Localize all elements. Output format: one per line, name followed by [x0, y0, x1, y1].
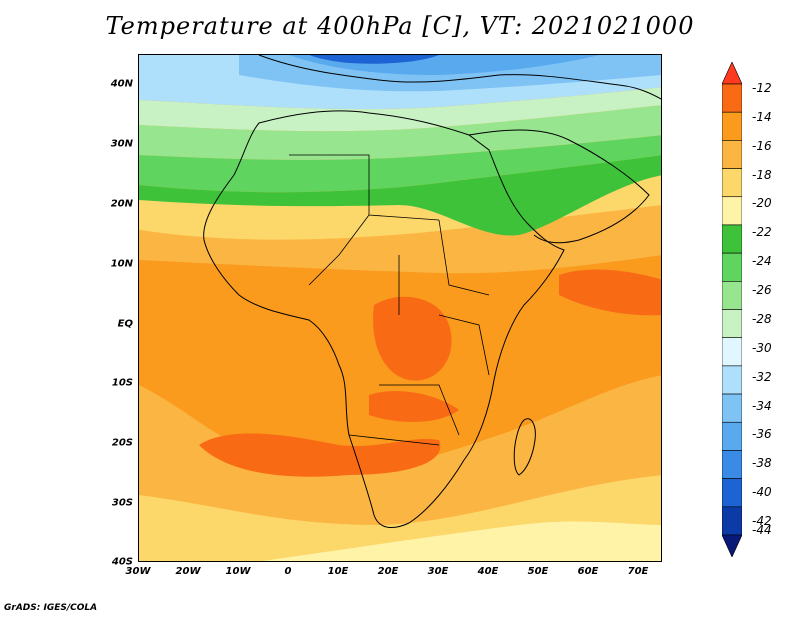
lon-label-40e: 40E — [477, 566, 499, 577]
field-band-green-24 — [139, 155, 661, 236]
country-borders — [289, 154, 490, 446]
lat-label-10n: 10N — [110, 258, 133, 270]
colorbar-label: -42 — [752, 514, 772, 528]
colorbar-box — [722, 83, 742, 113]
colorbar-label: -44 — [752, 523, 772, 537]
temperature-field-map — [139, 55, 661, 561]
colorbar-box — [722, 168, 742, 198]
colorbar-label: -18 — [752, 168, 772, 182]
colorbar-label: -20 — [752, 196, 772, 210]
colorbar-box — [722, 252, 742, 282]
colorbar-box — [722, 111, 742, 141]
colorbar-box — [722, 140, 742, 169]
lon-label-50e: 50E — [527, 566, 549, 577]
colorbar-box — [722, 309, 742, 338]
colorbar-box — [722, 393, 742, 423]
colorbar-label: -36 — [752, 427, 772, 441]
colorbar-label: -14 — [752, 110, 772, 124]
grads-credit: GrADS: IGES/COLA — [4, 603, 98, 613]
lat-label-30n: 30N — [110, 138, 133, 150]
colorbar-label: -16 — [752, 139, 772, 153]
colorbar-bottom-triangle — [722, 534, 742, 557]
colorbar-box — [722, 365, 742, 395]
lon-label-0: 0 — [284, 566, 292, 577]
lat-label-20n: 20N — [110, 198, 133, 210]
field-band-south-20 — [262, 521, 661, 561]
lon-label-20w: 20W — [175, 566, 201, 577]
field-hot-patch-3 — [369, 390, 459, 422]
field-band-blue-40 — [309, 55, 439, 64]
colorbar-top-triangle — [722, 62, 742, 85]
field-hot-patch-1 — [199, 433, 441, 477]
colorbar-label: -26 — [752, 283, 772, 297]
colorbar-box — [722, 506, 742, 536]
madagascar-coastline — [513, 418, 536, 476]
colorbar-label: -38 — [752, 456, 772, 470]
colorbar-label: -34 — [752, 399, 772, 413]
colorbar-label: -32 — [752, 370, 772, 384]
map-panel — [138, 54, 662, 562]
colorbar-label: -24 — [752, 254, 772, 268]
lon-label-70e: 70E — [627, 566, 649, 577]
lon-label-60e: 60E — [577, 566, 599, 577]
field-hot-patch-2 — [373, 296, 452, 381]
lat-label-40s: 40S — [111, 556, 133, 568]
colorbar-label: -28 — [752, 312, 772, 326]
lat-label-30s: 30S — [111, 497, 133, 509]
colorbar-box — [722, 224, 742, 254]
lat-label-eq: EQ — [117, 318, 133, 330]
colorbar — [722, 62, 742, 557]
arabia-coastline — [468, 129, 650, 244]
lon-label-10w: 10W — [225, 566, 251, 577]
colorbar-label: -22 — [752, 225, 772, 239]
colorbar-box — [722, 196, 742, 226]
field-band-green-26 — [139, 135, 661, 193]
lon-label-20e: 20E — [377, 566, 399, 577]
colorbar-box — [722, 450, 742, 479]
colorbar-label: -12 — [752, 81, 772, 95]
lat-label-40n: 40N — [110, 78, 133, 90]
colorbar-label: -30 — [752, 341, 772, 355]
colorbar-label: -40 — [752, 485, 772, 499]
lon-label-30w: 30W — [125, 566, 151, 577]
europe-coastline — [258, 55, 661, 100]
africa-coastline — [203, 110, 565, 528]
lat-label-20s: 20S — [111, 437, 133, 449]
colorbar-box — [722, 281, 742, 310]
lat-label-10s: 10S — [111, 377, 133, 389]
chart-title: Temperature at 400hPa [C], VT: 202102100… — [105, 12, 695, 40]
lon-label-30e: 30E — [427, 566, 449, 577]
lon-label-10e: 10E — [327, 566, 349, 577]
colorbar-box — [722, 478, 742, 508]
colorbar-box — [722, 337, 742, 367]
field-band-green-28 — [139, 105, 661, 160]
colorbar-box — [722, 421, 742, 451]
field-hot-patch-4 — [559, 269, 661, 316]
